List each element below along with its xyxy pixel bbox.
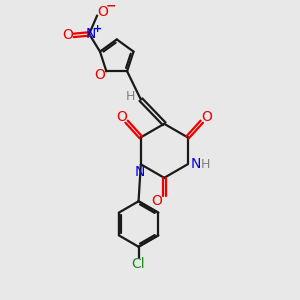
Text: N: N bbox=[134, 165, 145, 179]
Text: N: N bbox=[85, 27, 96, 41]
Text: +: + bbox=[92, 24, 102, 34]
Text: Cl: Cl bbox=[132, 257, 145, 271]
Text: O: O bbox=[97, 5, 108, 19]
Text: O: O bbox=[95, 68, 106, 82]
Text: O: O bbox=[202, 110, 212, 124]
Text: H: H bbox=[125, 90, 135, 103]
Text: −: − bbox=[106, 0, 116, 13]
Text: N: N bbox=[190, 157, 201, 171]
Text: O: O bbox=[116, 110, 127, 124]
Text: O: O bbox=[151, 194, 162, 208]
Text: O: O bbox=[62, 28, 73, 42]
Text: H: H bbox=[200, 158, 210, 171]
